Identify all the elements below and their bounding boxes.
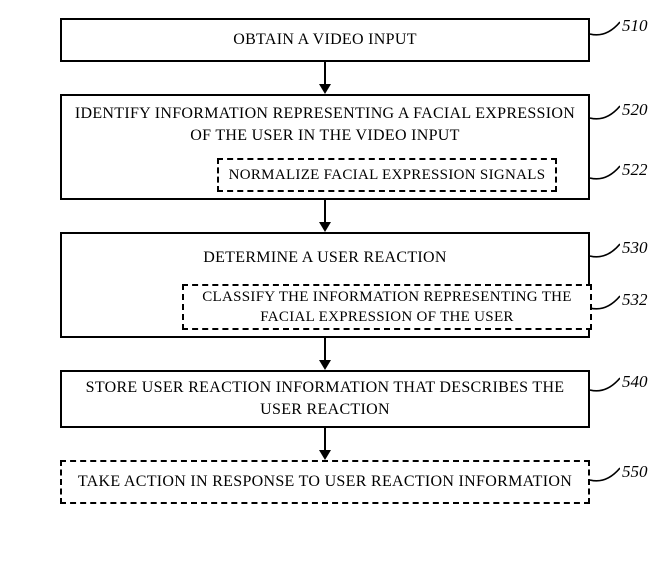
flowchart-canvas: OBTAIN A VIDEO INPUT IDENTIFY INFORMATION… bbox=[0, 0, 660, 576]
flow-step-b510: OBTAIN A VIDEO INPUT bbox=[60, 18, 590, 62]
flow-step-b540: STORE USER REACTION INFORMATION THAT DES… bbox=[60, 370, 590, 428]
ref-leader-r510 bbox=[590, 18, 620, 36]
flow-substep-label: NORMALIZE FACIAL EXPRESSION SIGNALS bbox=[229, 165, 546, 185]
flow-step-b530: DETERMINE A USER REACTION CLASSIFY THE IN… bbox=[60, 232, 590, 338]
flow-substep-b522: NORMALIZE FACIAL EXPRESSION SIGNALS bbox=[217, 158, 557, 192]
flow-step-label: OBTAIN A VIDEO INPUT bbox=[223, 29, 427, 51]
ref-label-r520: 520 bbox=[622, 100, 648, 120]
flow-step-label: TAKE ACTION IN RESPONSE TO USER REACTION… bbox=[68, 471, 582, 493]
ref-label-r530: 530 bbox=[622, 238, 648, 258]
ref-leader-r530 bbox=[590, 240, 620, 258]
ref-label-r510: 510 bbox=[622, 16, 648, 36]
arrow-head-1 bbox=[319, 222, 331, 232]
flow-step-label: IDENTIFY INFORMATION REPRESENTING A FACI… bbox=[62, 96, 588, 154]
arrow-head-0 bbox=[319, 84, 331, 94]
flow-step-b520: IDENTIFY INFORMATION REPRESENTING A FACI… bbox=[60, 94, 590, 200]
arrow-line-0 bbox=[324, 62, 326, 84]
flow-substep-label: CLASSIFY THE INFORMATION REPRESENTING TH… bbox=[190, 287, 584, 328]
ref-leader-r550 bbox=[590, 464, 620, 482]
ref-label-r550: 550 bbox=[622, 462, 648, 482]
ref-leader-r532 bbox=[590, 292, 620, 310]
arrow-line-3 bbox=[324, 428, 326, 450]
arrow-line-2 bbox=[324, 338, 326, 360]
flow-step-b550: TAKE ACTION IN RESPONSE TO USER REACTION… bbox=[60, 460, 590, 504]
flow-step-label: STORE USER REACTION INFORMATION THAT DES… bbox=[62, 377, 588, 420]
arrow-head-2 bbox=[319, 360, 331, 370]
arrow-line-1 bbox=[324, 200, 326, 222]
ref-leader-r540 bbox=[590, 374, 620, 392]
ref-label-r540: 540 bbox=[622, 372, 648, 392]
ref-leader-r522 bbox=[590, 162, 620, 180]
ref-label-r532: 532 bbox=[622, 290, 648, 310]
flow-step-label: DETERMINE A USER REACTION bbox=[62, 234, 588, 282]
ref-label-r522: 522 bbox=[622, 160, 648, 180]
flow-substep-b532: CLASSIFY THE INFORMATION REPRESENTING TH… bbox=[182, 284, 592, 330]
arrow-head-3 bbox=[319, 450, 331, 460]
ref-leader-r520 bbox=[590, 102, 620, 120]
